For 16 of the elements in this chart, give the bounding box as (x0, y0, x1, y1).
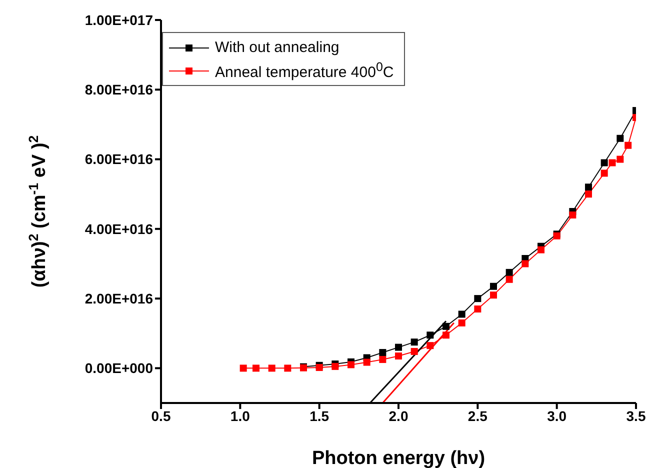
x-tick-label: 3.0 (547, 408, 567, 424)
x-tick-label: 3.5 (626, 408, 646, 424)
y-tick-label: 0.00E+000 (84, 360, 154, 376)
y-tick-label: 1.00E+017 (84, 12, 154, 28)
x-tick-label: 2.0 (388, 408, 408, 424)
legend-label: With out annealing (215, 39, 340, 56)
x-tick-label: 1.0 (230, 408, 250, 424)
x-tick-label: 2.5 (468, 408, 488, 424)
y-tick-label: 6.00E+016 (84, 151, 154, 168)
x-tick-label: 0.5 (151, 408, 171, 424)
x-tick-label: 1.5 (310, 408, 330, 424)
y-tick-label: 2.00E+016 (84, 290, 154, 307)
y-tick-label: 4.00E+016 (84, 220, 154, 237)
x-axis-title: Photon energy (hν) (312, 448, 486, 468)
y-tick-label: 8.00E+016 (84, 82, 154, 98)
legend-label: Anneal temperature 400$^{0}$C (215, 60, 394, 81)
